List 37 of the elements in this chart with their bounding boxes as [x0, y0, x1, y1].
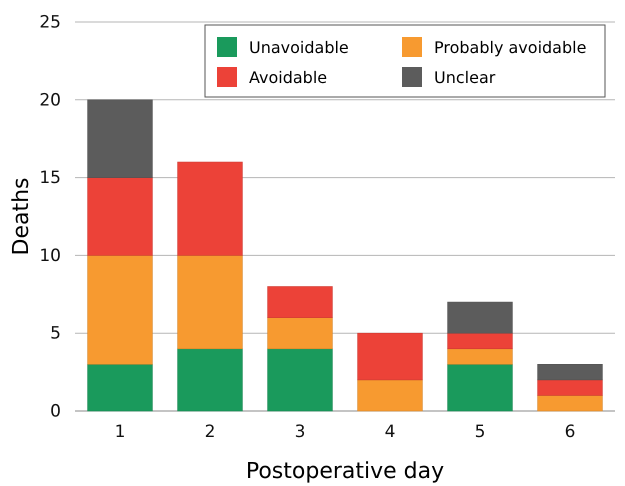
- y-tick-label: 25: [39, 12, 61, 32]
- bar: [537, 395, 603, 412]
- y-tick-label: 15: [39, 168, 61, 188]
- x-tick-label: 5: [474, 422, 486, 442]
- y-axis-title: Deaths: [9, 178, 34, 256]
- legend-label: Avoidable: [249, 68, 328, 87]
- legend-label: Unavoidable: [249, 38, 349, 57]
- bar: [537, 380, 603, 396]
- y-tick-label: 0: [50, 401, 61, 422]
- legend-label: Unclear: [434, 68, 496, 87]
- bar: [447, 364, 513, 412]
- bar: [177, 162, 243, 256]
- x-tick-label: 2: [204, 422, 216, 442]
- x-tick-label: 3: [294, 422, 306, 442]
- bar: [267, 348, 333, 412]
- bar: [87, 364, 153, 412]
- bar: [357, 380, 423, 412]
- bar: [267, 286, 333, 318]
- bar: [87, 100, 153, 178]
- bar: [177, 348, 243, 412]
- y-tick-label: 10: [39, 246, 61, 266]
- bar: [177, 255, 243, 350]
- bar: [267, 317, 333, 350]
- bar: [447, 302, 513, 334]
- y-tick-label: 20: [39, 90, 61, 110]
- bar: [447, 332, 513, 350]
- bar: [87, 177, 153, 256]
- bar: [87, 255, 153, 365]
- legend-label: Probably avoidable: [434, 38, 586, 57]
- x-tick-label: 4: [384, 422, 396, 442]
- bar: [447, 348, 513, 365]
- x-axis-title: Postoperative day: [246, 459, 444, 484]
- y-tick-label: 5: [50, 324, 61, 344]
- x-tick-label: 6: [564, 422, 576, 442]
- bar: [537, 364, 603, 380]
- x-tick-label: 1: [114, 422, 126, 442]
- bar: [357, 332, 423, 380]
